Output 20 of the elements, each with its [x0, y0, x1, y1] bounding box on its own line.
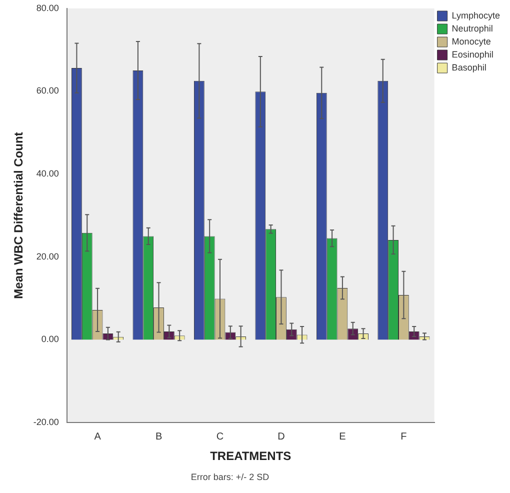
y-tick-label: 20.00 [36, 251, 59, 262]
y-tick-label: 60.00 [36, 86, 59, 96]
y-axis-title: Mean WBC Differential Count [12, 132, 26, 299]
y-tick-label: -20.00 [33, 417, 59, 428]
y-tick-label: 40.00 [36, 168, 59, 179]
x-tick-label: F [400, 431, 407, 442]
y-tick-label: 80.00 [36, 2, 59, 13]
x-tick-label: C [216, 431, 224, 442]
x-tick-label: E [339, 431, 346, 442]
legend-label: Basophil [452, 62, 486, 72]
x-tick-label: A [94, 431, 102, 442]
y-tick-label: 0.00 [41, 334, 59, 344]
x-tick-label: B [155, 431, 162, 442]
x-axis-title: TREATMENTS [210, 449, 292, 464]
x-tick-label: D [278, 431, 285, 442]
legend-label: Eosinophil [452, 49, 494, 60]
legend-label: Neutrophil [452, 23, 493, 34]
legend-label: Lymphocyte [452, 10, 500, 20]
legend-label: Monocyte [452, 36, 491, 46]
text: Error bars: +/- 2 SD [190, 472, 270, 482]
